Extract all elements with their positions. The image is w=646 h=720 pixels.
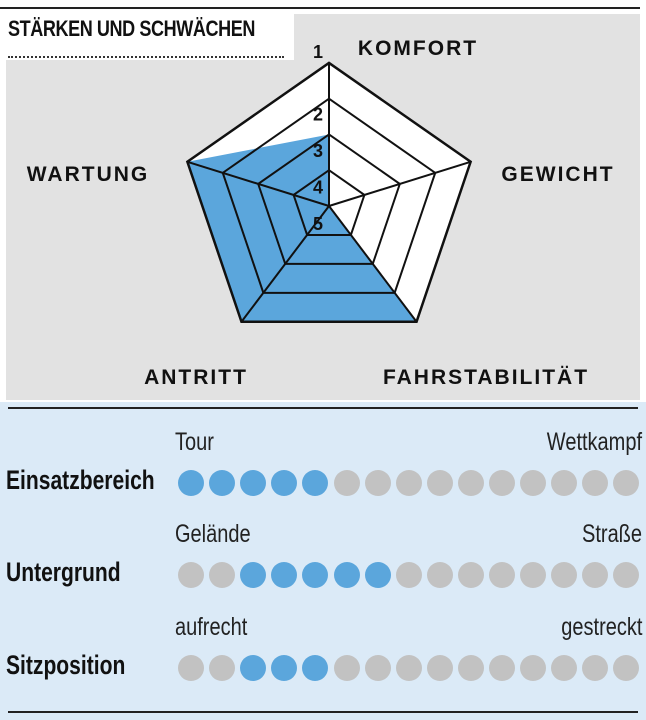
dot-empty	[395, 655, 422, 681]
dot-empty	[209, 562, 236, 588]
radar-axis-label: ANTRITT	[144, 366, 248, 389]
dot-empty	[178, 562, 204, 588]
radar-axis-line	[240, 205, 330, 323]
radar-tick-label: 1	[313, 42, 323, 62]
radar-chart: 1 2 3 4 5 KOMFORT GEWICHT FAHRSTABILITÄT ANTRITT…	[27, 37, 614, 389]
radar-ring	[256, 133, 402, 265]
radar-axis-label: FAHRSTABILITÄT	[383, 366, 589, 389]
radar-axis-line	[328, 205, 418, 323]
radar-axis-label: WARTUNG	[27, 163, 150, 186]
scale-right-label: Wettkampf	[546, 428, 642, 456]
chart-title: STÄRKEN UND SCHWÄCHEN	[8, 16, 255, 41]
scale-left-label: Gelände	[175, 520, 251, 548]
dot-filled	[302, 562, 329, 588]
dot-filled	[271, 470, 298, 496]
radar-ring	[185, 61, 473, 324]
dot-filled	[271, 655, 298, 681]
dot-filled	[302, 655, 329, 681]
dot-empty	[520, 562, 547, 588]
dot-empty	[613, 562, 640, 588]
dot-empty	[489, 655, 515, 681]
dot-empty	[426, 655, 453, 681]
row-label: Sitzposition	[6, 650, 126, 680]
radar-value-area	[187, 134, 417, 322]
scale-left-label: Tour	[175, 428, 214, 456]
dot-empty	[364, 470, 391, 496]
dot-empty	[395, 562, 422, 588]
dot-empty	[551, 470, 578, 496]
dot-empty	[426, 470, 453, 496]
radar-tick-label: 3	[313, 141, 323, 161]
divider	[8, 711, 638, 713]
scale-right-label: Straße	[581, 520, 642, 548]
row-label: Einsatzbereich	[6, 465, 155, 495]
dot-empty	[209, 655, 236, 681]
dot-empty	[457, 470, 484, 496]
scale-right-label: gestreckt	[560, 613, 642, 641]
dot-empty	[582, 470, 609, 496]
divider	[8, 407, 638, 409]
dot-empty	[457, 655, 484, 681]
dot-empty	[582, 655, 609, 681]
dot-empty	[613, 470, 640, 496]
dot-empty	[520, 470, 547, 496]
dot-empty	[395, 470, 422, 496]
top-rule	[0, 7, 640, 9]
dot-filled	[240, 562, 267, 588]
radar-tick-label: 4	[313, 178, 323, 198]
dot-filled	[333, 562, 360, 588]
dot-empty	[364, 655, 391, 681]
radar-axis-label: GEWICHT	[501, 163, 614, 186]
radar-ring	[292, 169, 366, 236]
dot-filled	[240, 470, 267, 496]
dot-empty	[613, 655, 640, 681]
dot-empty	[520, 655, 547, 681]
dot-empty	[333, 470, 360, 496]
dot-empty	[551, 655, 578, 681]
dot-filled	[302, 470, 329, 496]
dot-filled	[240, 655, 267, 681]
dot-empty	[426, 562, 453, 588]
dot-filled	[209, 470, 236, 496]
scale-left-label: aufrecht	[175, 613, 248, 641]
radar-axis-line	[328, 160, 471, 207]
dot-empty	[457, 562, 484, 588]
radar-axis-line	[187, 160, 330, 207]
dot-filled	[271, 562, 298, 588]
dot-empty	[551, 562, 578, 588]
radar-ring	[221, 97, 437, 294]
dot-empty	[489, 562, 515, 588]
dot-filled	[178, 470, 204, 496]
dot-empty	[178, 655, 204, 681]
radar-tick-label: 2	[313, 105, 323, 125]
title-box	[6, 14, 294, 60]
dot-empty	[582, 562, 609, 588]
row-label: Untergrund	[6, 557, 121, 587]
title-underline	[8, 56, 284, 58]
radar-axis-label: KOMFORT	[358, 37, 478, 60]
dot-empty	[489, 470, 515, 496]
radar-tick-label: 5	[313, 214, 323, 234]
dot-empty	[333, 655, 360, 681]
dot-filled	[364, 562, 391, 588]
